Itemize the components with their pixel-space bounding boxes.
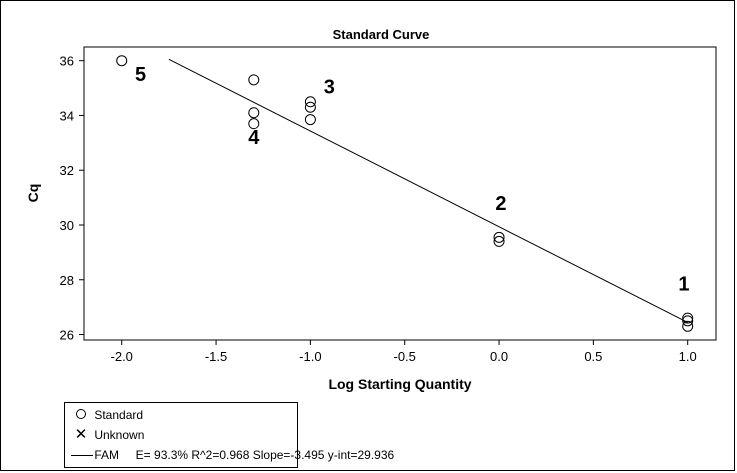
x-tick-label: 0.0 bbox=[490, 349, 508, 364]
chart-title: Standard Curve bbox=[333, 27, 430, 42]
standard-point bbox=[248, 107, 260, 119]
y-tick-label: 28 bbox=[60, 273, 74, 288]
legend-entry-standard: Standard bbox=[71, 405, 143, 423]
point-group-label: 1 bbox=[678, 274, 689, 296]
standard-point bbox=[493, 235, 505, 247]
line-marker-icon bbox=[71, 446, 93, 464]
standard-point bbox=[493, 231, 505, 243]
x-tick-label: -2.0 bbox=[111, 349, 133, 364]
legend-entry-unknown: ✕ Unknown bbox=[71, 425, 145, 443]
point-group-label: 5 bbox=[135, 64, 146, 86]
x-marker-icon: ✕ bbox=[74, 425, 88, 443]
x-tick-label: -0.5 bbox=[394, 349, 416, 364]
standard-point bbox=[682, 315, 694, 327]
y-tick-label: 34 bbox=[60, 108, 74, 123]
x-tick-label: 0.5 bbox=[584, 349, 602, 364]
legend-label-unknown: Unknown bbox=[94, 427, 145, 442]
legend-label-fam: FAM E= 93.3% R^2=0.968 Slope=-3.495 y-in… bbox=[94, 447, 395, 462]
y-axis-label: Cq bbox=[25, 184, 41, 203]
standard-point bbox=[116, 55, 128, 67]
standard-point bbox=[304, 96, 316, 108]
y-tick-label: 26 bbox=[60, 328, 74, 343]
x-tick-label: -1.0 bbox=[299, 349, 321, 364]
plot-area bbox=[83, 46, 717, 341]
x-axis-label: Log Starting Quantity bbox=[328, 376, 471, 392]
standard-point bbox=[682, 320, 694, 332]
point-group-label: 4 bbox=[248, 127, 260, 149]
point-group-label: 2 bbox=[495, 193, 506, 215]
fit-line bbox=[168, 58, 688, 323]
point-group-label: 3 bbox=[324, 77, 335, 99]
legend-label-standard: Standard bbox=[94, 407, 144, 422]
standard-point bbox=[304, 114, 316, 126]
standard-point bbox=[248, 74, 260, 86]
legend: Standard ✕ Unknown FAM E= 93.3% R^2=0.96… bbox=[64, 402, 394, 468]
standard-curve-chart: Standard Curve -2.0 -1.5 -1.0 -0.5 0.0 0.5 1.0… bbox=[25, 27, 717, 392]
labels-layer: 1 2 3 4 5 bbox=[135, 64, 689, 295]
legend-entry-fam: FAM E= 93.3% R^2=0.968 Slope=-3.495 y-in… bbox=[71, 445, 394, 463]
y-tick-label: 30 bbox=[60, 218, 74, 233]
y-tick-label: 32 bbox=[60, 163, 74, 178]
circle-marker-icon bbox=[71, 406, 91, 424]
standard-point bbox=[682, 312, 694, 324]
x-tick-label: -1.5 bbox=[205, 349, 227, 364]
points-layer bbox=[116, 55, 694, 332]
fit-layer bbox=[168, 58, 688, 323]
x-tick-label: 1.0 bbox=[679, 349, 697, 364]
y-tick-label: 36 bbox=[60, 54, 74, 69]
standard-point bbox=[304, 101, 316, 113]
standard-point bbox=[248, 118, 260, 130]
